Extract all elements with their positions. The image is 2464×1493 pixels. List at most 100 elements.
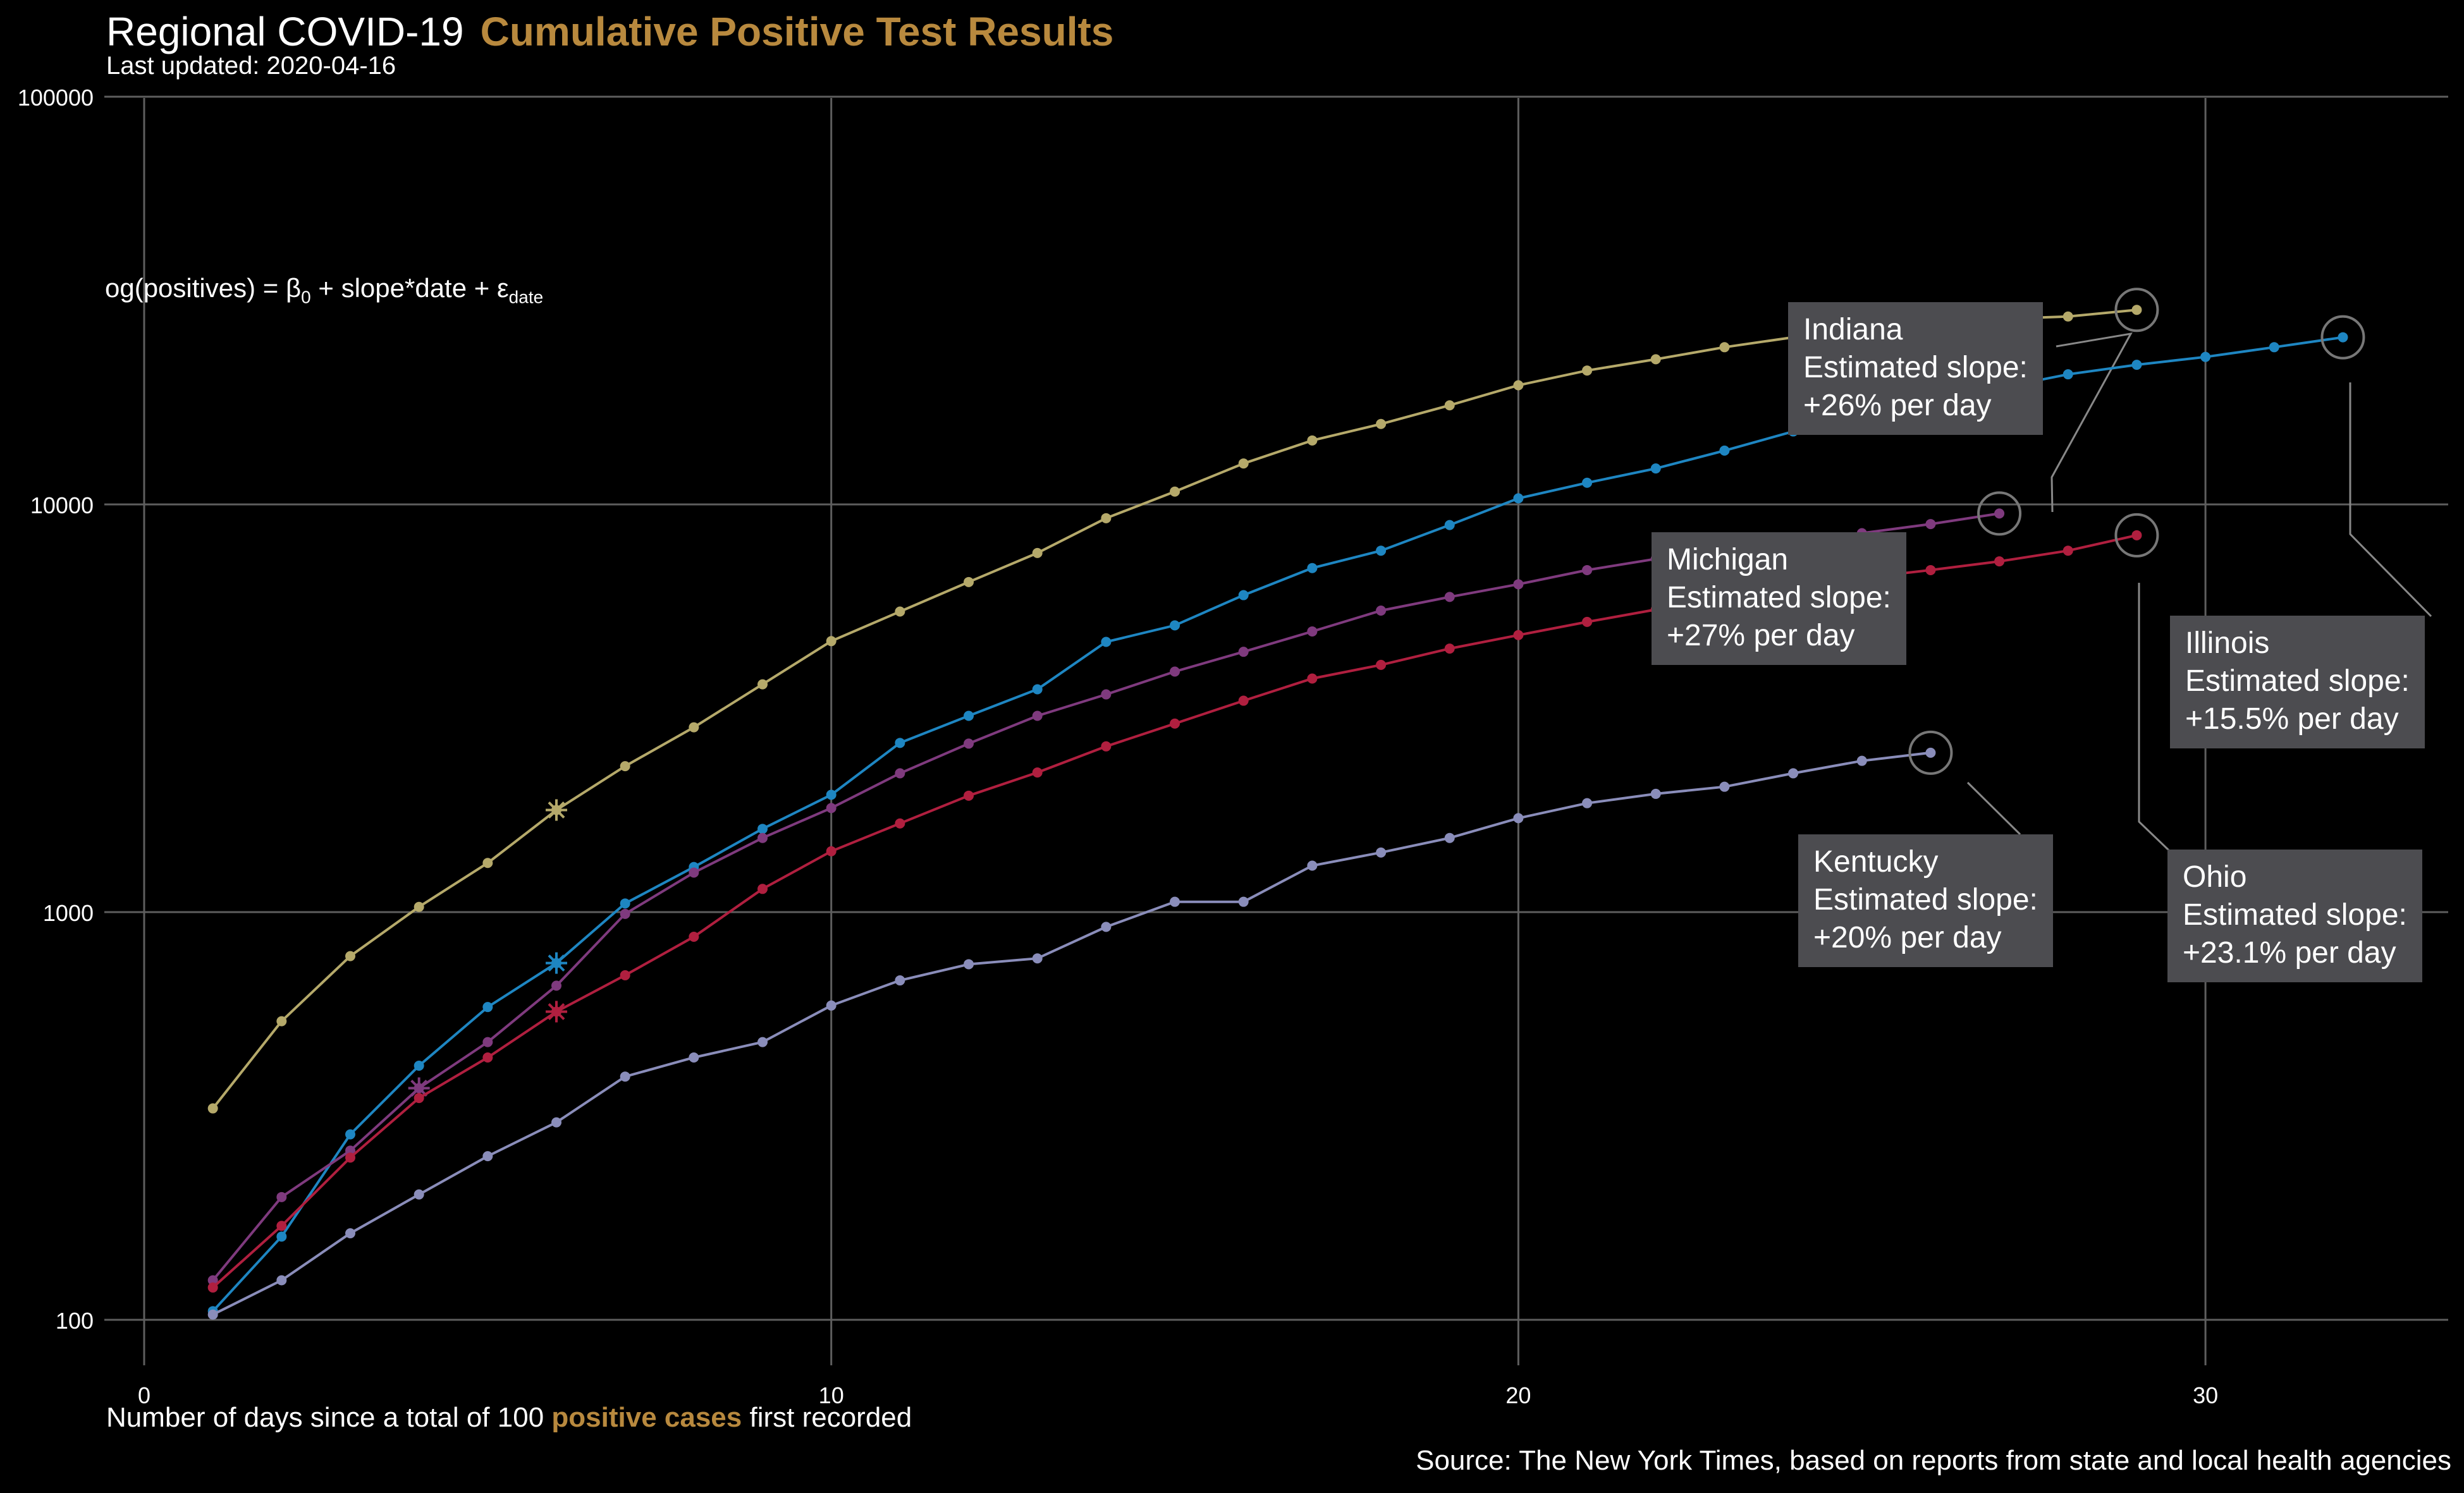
data-point-michigan (207, 1275, 218, 1286)
annotation-slope-label: Estimated slope: (1803, 351, 2028, 384)
data-point-kentucky (1238, 896, 1249, 907)
data-point-ohio (1994, 556, 2005, 567)
data-point-michigan (1513, 579, 1524, 590)
leader-lines (1966, 332, 2432, 851)
data-point-ohio (276, 1221, 287, 1231)
data-point-michigan (964, 738, 974, 749)
data-point-illinois (1376, 545, 1387, 556)
annotation-slope-value: +20% per day (1813, 921, 2002, 954)
annotation-state: Michigan (1667, 543, 1789, 576)
data-point-michigan (482, 1037, 493, 1047)
data-point-michigan (689, 867, 699, 878)
data-point-ohio (1101, 741, 1112, 752)
data-point-kentucky (1307, 860, 1318, 871)
data-point-kentucky (1170, 896, 1180, 907)
data-point-indiana (276, 1016, 287, 1027)
data-point-ohio (1032, 767, 1043, 778)
data-point-kentucky (964, 959, 974, 970)
endpoint-ring-ohio (2114, 513, 2159, 558)
data-point-michigan (1444, 592, 1455, 602)
data-point-illinois (1444, 520, 1455, 530)
endpoint-ring-illinois (2320, 315, 2365, 360)
data-point-kentucky (1032, 953, 1043, 964)
data-point-kentucky (551, 1117, 562, 1128)
endpoint-ring-indiana (2114, 288, 2159, 332)
data-point-michigan (551, 980, 562, 991)
data-point-ohio (1925, 564, 1936, 575)
milestone-star-illinois (546, 952, 568, 974)
data-point-kentucky (620, 1071, 630, 1082)
data-point-illinois (2200, 351, 2211, 362)
star-ray (410, 1080, 428, 1097)
data-point-ohio (757, 884, 768, 894)
data-point-ohio (689, 932, 699, 942)
endpoint-ring-michigan (1977, 491, 2022, 536)
data-point-illinois (1032, 684, 1043, 695)
data-point-kentucky (1101, 922, 1112, 932)
data-point-ohio (2131, 530, 2142, 540)
data-point-illinois (1307, 563, 1318, 573)
annotation-slope-label: Estimated slope: (2183, 898, 2407, 932)
data-point-illinois (2338, 332, 2348, 343)
formula-eq: = β (255, 273, 302, 303)
data-point-indiana (1032, 547, 1043, 558)
annotation-state: Kentucky (1813, 845, 1939, 879)
data-point-michigan (345, 1145, 356, 1156)
data-point-ohio (1307, 673, 1318, 684)
data-point-indiana (895, 606, 905, 617)
data-point-illinois (1101, 637, 1112, 647)
data-point-kentucky (689, 1052, 699, 1063)
data-point-michigan (826, 803, 837, 814)
data-point-kentucky (1719, 781, 1730, 792)
data-point-indiana (1101, 513, 1112, 523)
milestone-star-ohio (546, 1001, 568, 1023)
data-point-kentucky (1444, 832, 1455, 843)
x-tick-label: 10 (819, 1382, 844, 1408)
data-point-kentucky (1376, 847, 1387, 858)
data-point-kentucky (1513, 813, 1524, 824)
data-point-michigan (620, 908, 630, 919)
x-axis-label-suffix: first recorded (742, 1402, 912, 1433)
data-point-indiana (2131, 305, 2142, 315)
data-point-indiana (1513, 380, 1524, 391)
data-point-ohio (1238, 695, 1249, 706)
series-group (207, 305, 2348, 1320)
data-point-illinois (1719, 445, 1730, 456)
annotation-slope-value: +23.1% per day (2183, 936, 2396, 970)
formula-mid: + slope*date + ε (310, 273, 509, 303)
data-point-michigan (1925, 519, 1936, 530)
data-point-kentucky (826, 1000, 837, 1011)
data-point-illinois (1170, 620, 1180, 631)
data-point-illinois (1650, 463, 1661, 474)
data-point-indiana (482, 858, 493, 868)
leader-line (2349, 382, 2432, 618)
data-point-indiana (207, 1103, 218, 1114)
y-tick-label: 1000 (43, 900, 94, 926)
data-point-michigan (276, 1191, 287, 1202)
data-point-illinois (757, 824, 768, 834)
data-point-indiana (1170, 486, 1180, 497)
leader-line (2050, 332, 2133, 513)
data-point-michigan (1582, 564, 1593, 575)
data-point-michigan (1994, 508, 2005, 519)
leader-line (1966, 781, 2021, 836)
formula-lhs: og(positives) (105, 273, 256, 303)
data-point-illinois (414, 1061, 424, 1071)
series-line-illinois (212, 336, 2343, 1312)
data-point-illinois (482, 1002, 493, 1013)
data-point-illinois (964, 710, 974, 721)
annotation-illinois: Illinois Estimated slope: +15.5% per day (2170, 616, 2425, 748)
data-point-ohio (620, 970, 630, 980)
y-tick-label: 100 (56, 1308, 94, 1334)
source-note: Source: The New York Times, based on rep… (1416, 1445, 2451, 1476)
data-point-ohio (207, 1282, 218, 1293)
data-point-indiana (1238, 458, 1249, 469)
title-accent: Cumulative Positive Test Results (480, 9, 1114, 54)
data-point-michigan (1238, 647, 1249, 657)
data-point-kentucky (414, 1189, 424, 1200)
data-point-indiana (345, 951, 356, 961)
formula-eps-sub: date (508, 287, 544, 307)
data-point-ohio (1513, 630, 1524, 640)
star-ray (548, 954, 565, 972)
